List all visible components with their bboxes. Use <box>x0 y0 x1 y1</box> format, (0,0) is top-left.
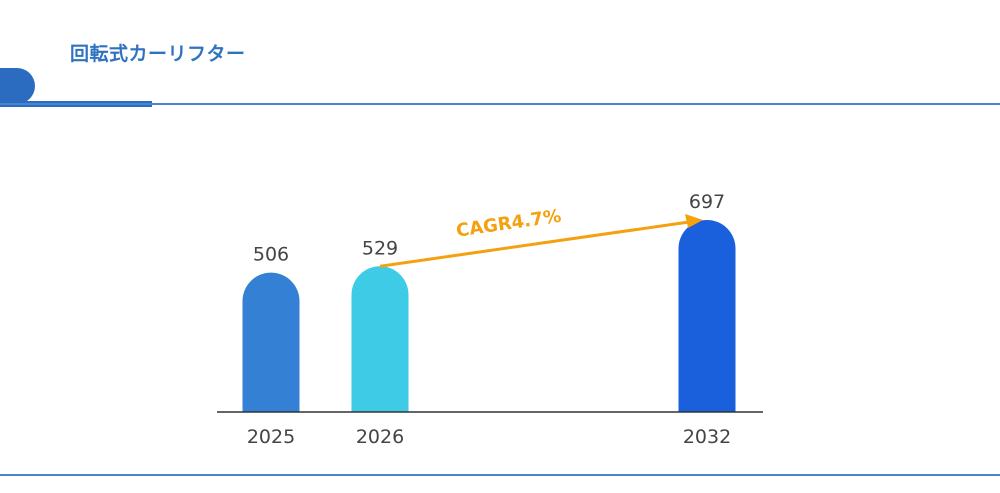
cagr-arrow-line <box>379 220 690 268</box>
data-label-2032: 697 <box>689 191 725 213</box>
cagr-label: CAGR4.7% <box>455 206 563 242</box>
data-label-2025: 506 <box>253 244 289 266</box>
data-label-2026: 529 <box>362 237 398 259</box>
header-divider <box>0 103 1000 105</box>
x-tick-2025: 2025 <box>247 426 295 448</box>
header-accent <box>0 68 35 104</box>
bottom-divider <box>0 474 1000 476</box>
cagr-arrow-head <box>685 213 703 228</box>
bar-2026 <box>351 266 409 412</box>
bar-2032 <box>678 219 736 412</box>
x-tick-2026: 2026 <box>356 426 404 448</box>
page-title: 回転式カーリフター <box>70 43 246 65</box>
x-tick-2032: 2032 <box>683 426 731 448</box>
bar-2025 <box>242 272 300 412</box>
